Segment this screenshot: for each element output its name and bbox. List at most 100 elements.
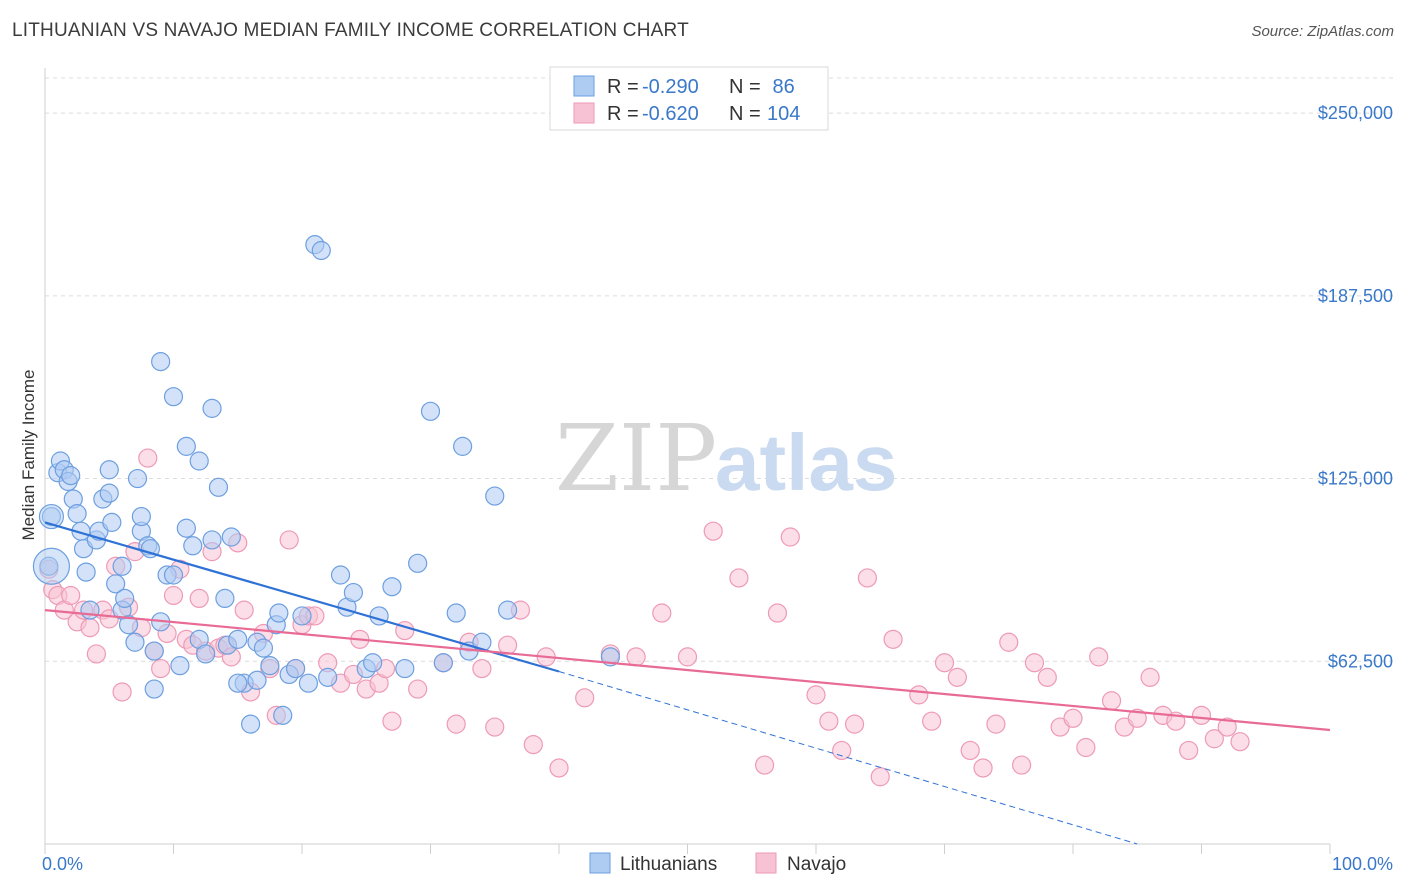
navajo-point	[806, 685, 826, 705]
lithuanian-point	[102, 512, 122, 532]
lithuanian-point	[330, 565, 351, 585]
lithuanian-trend-extension	[558, 671, 1138, 845]
navajo-point	[1101, 691, 1122, 711]
navajo-point	[1011, 755, 1032, 775]
navajo-point	[485, 717, 505, 737]
lithuanian-point	[408, 553, 428, 573]
lithuanian-point	[228, 673, 248, 693]
navajo-point	[703, 521, 723, 541]
navajo-point	[909, 685, 929, 705]
lithuanian-point	[176, 518, 196, 538]
lithuanian-point	[99, 460, 119, 480]
navajo-point	[575, 688, 595, 708]
navajo-point	[1063, 708, 1083, 728]
lithuanian-point	[76, 562, 96, 582]
legend-n-value-2: 104	[767, 103, 800, 125]
legend-r-value-1: -0.290	[642, 76, 699, 98]
navajo-point	[652, 603, 672, 623]
navajo-point	[934, 653, 955, 673]
lithuanian-trend-line	[44, 521, 560, 673]
navajo-trend-line	[44, 609, 1331, 732]
lithuanian-point	[99, 483, 119, 503]
navajo-point	[754, 755, 775, 775]
navajo-point	[870, 767, 890, 787]
axes	[44, 68, 1331, 854]
navajo-point	[446, 714, 466, 734]
y-axis-label: Median Family Income	[19, 369, 38, 540]
lithuanian-point	[202, 530, 222, 550]
lithuanian-point	[298, 673, 319, 693]
legend-swatch-lithuanians	[573, 75, 595, 97]
lithuanian-point	[67, 504, 87, 524]
legend-n-label-2: N =	[729, 103, 761, 125]
navajo-point	[1217, 717, 1237, 737]
lithuanian-point	[183, 536, 203, 556]
navajo-point	[819, 711, 839, 731]
navajo-point	[80, 618, 100, 638]
y-tick-label: $62,500	[1328, 651, 1393, 671]
navajo-point	[189, 588, 209, 609]
bottom-swatch-lithuanians	[589, 852, 611, 874]
navajo-point	[947, 667, 967, 687]
bottom-legend-lithuanians: Lithuanians	[620, 854, 717, 875]
navajo-point	[922, 711, 942, 731]
y-tick-label: $250,000	[1318, 103, 1393, 123]
navajo-point	[767, 603, 788, 623]
navajo-point	[1191, 705, 1212, 725]
navajo-point	[883, 629, 903, 649]
navajo-point	[112, 682, 132, 702]
watermark-zip: ZIP	[555, 405, 717, 512]
lithuanian-point	[343, 582, 363, 603]
navajo-point	[138, 448, 158, 468]
lithuanian-point	[170, 656, 190, 676]
x-tick-label-max: 100.0%	[1332, 854, 1393, 874]
lithuanian-point	[189, 451, 209, 471]
navajo-point	[549, 758, 569, 778]
lithuanian-point	[253, 638, 274, 658]
navajo-point	[1076, 737, 1096, 758]
lithuanian-point	[208, 477, 229, 497]
navajo-point	[151, 658, 171, 679]
navajo-point	[973, 758, 993, 778]
lithuanian-point	[395, 658, 415, 679]
lithuanian-point	[176, 436, 196, 456]
lithuanian-point	[269, 603, 289, 623]
navajo-point	[677, 647, 698, 667]
lithuanian-point	[318, 667, 338, 687]
lithuanian-point	[247, 670, 267, 690]
lithuanian-point	[202, 398, 222, 418]
navajo-point	[1179, 740, 1199, 761]
bottom-swatch-navajo	[755, 852, 777, 874]
lithuanian-point	[221, 527, 241, 547]
lithuanian-points	[32, 235, 621, 734]
lithuanian-point	[241, 714, 261, 734]
x-tick-label-min: 0.0%	[42, 854, 83, 874]
navajo-point	[472, 658, 492, 679]
legend-n-value-1: 86	[767, 76, 795, 98]
lithuanian-point	[118, 615, 139, 635]
y-tick-labels: $62,500 $125,000 $187,500 $250,000	[1318, 103, 1393, 671]
navajo-point	[626, 647, 646, 667]
legend-swatch-navajo	[573, 102, 595, 124]
lithuanian-point	[115, 588, 135, 609]
lithuanian-point-large	[32, 547, 71, 585]
legend-r-value-2: -0.620	[642, 103, 699, 125]
lithuanian-point	[151, 351, 171, 372]
lithuanian-point	[453, 436, 473, 456]
lithuanian-point	[144, 679, 164, 699]
lithuanian-point	[260, 656, 280, 676]
navajo-point	[498, 635, 518, 655]
lithuanian-point	[363, 653, 383, 673]
navajo-point	[61, 585, 81, 606]
navajo-point	[408, 679, 428, 699]
navajo-point	[1127, 708, 1147, 728]
lithuanian-point	[215, 588, 235, 609]
watermark: ZIP atlas	[555, 405, 897, 512]
lithuanian-point	[196, 644, 216, 664]
lithuanian-point	[112, 556, 132, 576]
lithuanian-point	[127, 468, 148, 489]
y-tick-label: $125,000	[1318, 469, 1393, 489]
lithuanian-point	[80, 600, 100, 620]
lithuanian-point	[311, 240, 331, 261]
